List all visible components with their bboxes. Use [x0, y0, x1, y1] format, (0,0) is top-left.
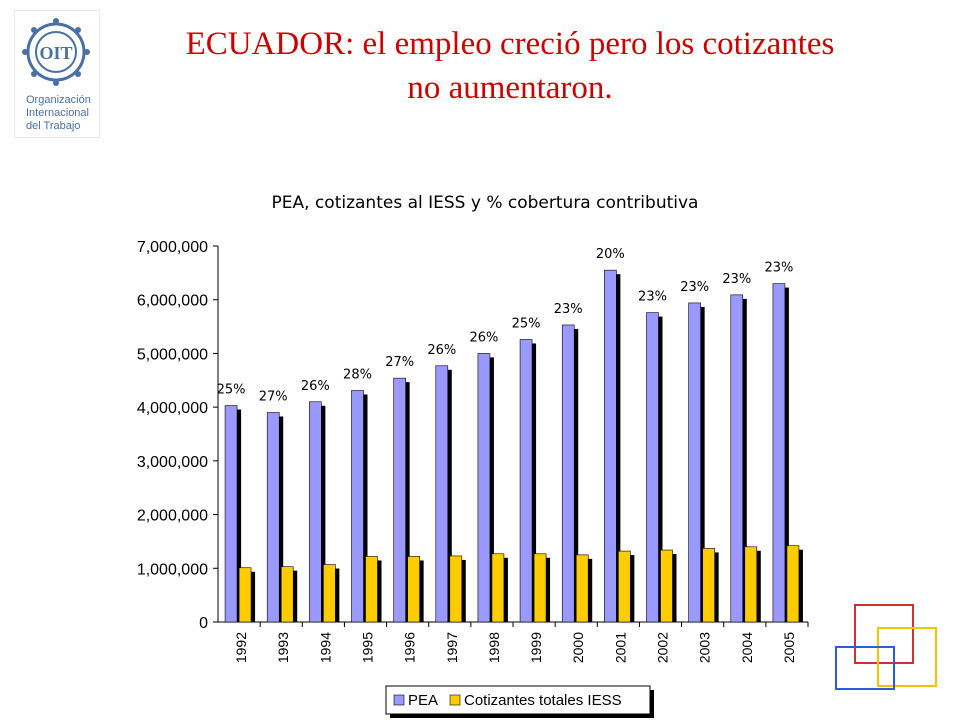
bar-cotizantes: [365, 556, 378, 623]
bar-pea: [561, 324, 575, 623]
bar-pea: [519, 339, 533, 623]
red-square: [854, 604, 914, 664]
y-tick-label: 4,000,000: [137, 400, 208, 417]
bar-pea: [393, 377, 406, 623]
logo-line-2: Internacional: [26, 107, 89, 119]
bar-pea: [309, 401, 322, 623]
oit-logo: OIT: [14, 10, 100, 138]
bar-pea: [266, 412, 280, 623]
y-tick-label: 3,000,000: [137, 454, 208, 471]
bar-pea: [224, 405, 238, 623]
legend-label: PEA: [408, 692, 438, 709]
coverage-label: 27%: [259, 390, 288, 405]
blue-square: [835, 646, 895, 690]
coverage-label: 28%: [343, 367, 372, 382]
coverage-label: 23%: [722, 272, 751, 287]
x-tick-label: 2000: [570, 632, 586, 663]
x-tick-label: 1999: [528, 632, 544, 663]
x-tick-label: 2001: [612, 632, 628, 663]
bar-cotizantes: [660, 549, 673, 623]
logo-text: Organización Internacional del Trabajo: [26, 94, 91, 133]
bar-pea: [688, 302, 701, 623]
y-tick-label: 6,000,000: [137, 293, 208, 310]
coverage-label: 26%: [301, 379, 330, 394]
bar-pea: [730, 294, 744, 623]
legend-label: Cotizantes totales IESS: [464, 692, 622, 709]
x-tick-label: 1998: [486, 632, 502, 663]
bar-cotizantes: [238, 567, 252, 623]
chart-title: PEA, cotizantes al IESS y % cobertura co…: [271, 193, 699, 213]
y-tick-label: 5,000,000: [137, 346, 208, 363]
bar-cotizantes: [702, 548, 715, 623]
x-tick-label: 2002: [655, 632, 671, 663]
bar-cotizantes: [744, 546, 758, 623]
x-tick-label: 1994: [317, 632, 333, 663]
decorative-squares: [835, 604, 937, 690]
y-tick-label: 1,000,000: [137, 561, 208, 578]
logo-acronym: OIT: [39, 43, 72, 63]
x-tick-label: 1997: [444, 632, 460, 663]
bar-pea: [604, 269, 617, 623]
y-tick-label: 7,000,000: [137, 239, 208, 256]
y-tick-label: 2,000,000: [137, 508, 208, 525]
x-tick-label: 1996: [402, 632, 418, 663]
x-tick-label: 1995: [360, 632, 376, 663]
x-tick-label: 2004: [739, 632, 755, 663]
bar-cotizantes: [618, 550, 631, 623]
bar-pea: [772, 283, 786, 623]
y-tick-label: 0: [199, 615, 208, 632]
bar-pea: [351, 390, 364, 623]
x-tick-label: 2005: [781, 632, 797, 663]
coverage-label: 25%: [217, 383, 246, 398]
coverage-label: 26%: [427, 343, 456, 358]
bar-pea: [646, 312, 659, 623]
bar-cotizantes: [786, 545, 800, 623]
coverage-label: 23%: [764, 261, 793, 276]
bar-cotizantes: [407, 556, 420, 623]
legend-swatch: [449, 694, 461, 706]
bar-cotizantes: [449, 555, 463, 623]
bar-cotizantes: [280, 566, 294, 623]
bar-cotizantes: [323, 564, 336, 623]
x-tick-label: 2003: [697, 632, 713, 663]
coverage-label: 23%: [638, 290, 667, 305]
coverage-label: 25%: [512, 316, 541, 331]
bar-cotizantes: [575, 554, 589, 623]
logo-line-3: del Trabajo: [26, 120, 81, 132]
logo-line-1: Organización: [26, 94, 91, 106]
yellow-square: [877, 627, 937, 687]
slide-title: ECUADOR: el empleo creció pero los cotiz…: [185, 26, 835, 106]
x-tick-label: 1993: [275, 632, 291, 663]
coverage-label: 26%: [469, 330, 498, 345]
coverage-label: 20%: [596, 247, 625, 262]
coverage-label: 23%: [554, 302, 583, 317]
coverage-label: 23%: [680, 280, 709, 295]
legend: [385, 685, 651, 715]
legend-swatch: [393, 694, 405, 706]
coverage-label: 27%: [385, 355, 414, 370]
bar-pea: [435, 365, 449, 623]
bar-cotizantes: [533, 553, 547, 623]
x-tick-label: 1992: [233, 632, 249, 663]
bar-cotizantes: [491, 553, 505, 623]
bar-pea: [477, 353, 491, 623]
